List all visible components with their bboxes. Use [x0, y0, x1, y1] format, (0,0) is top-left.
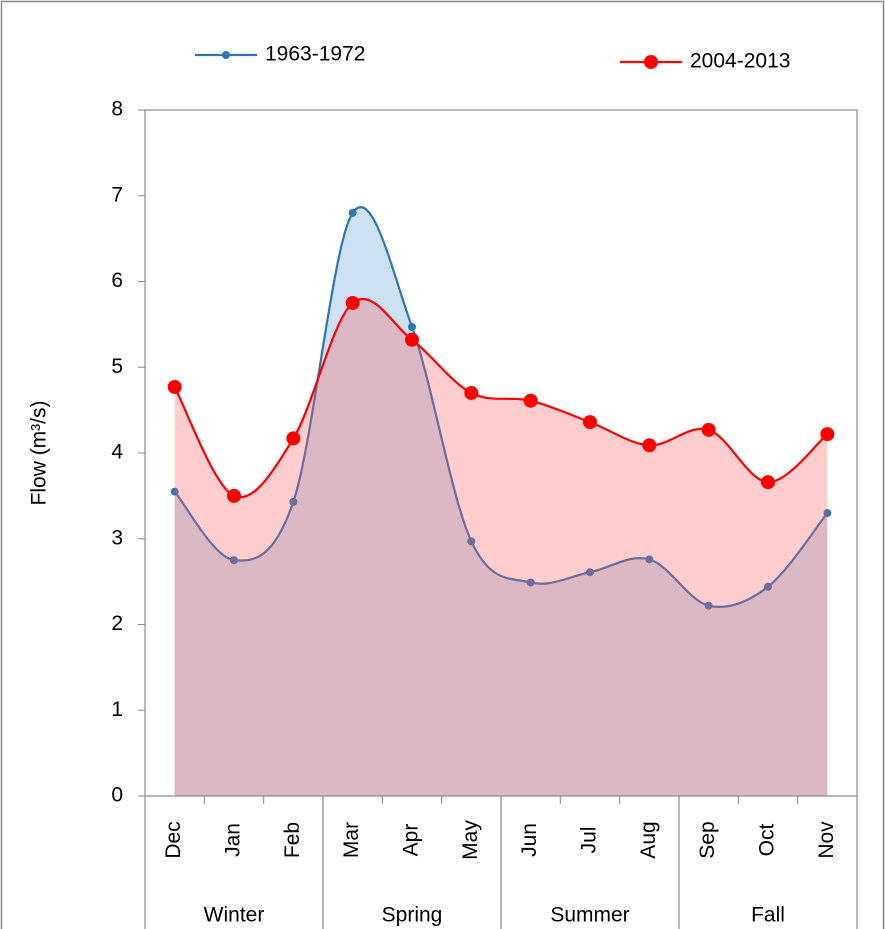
- group-label: Spring: [382, 904, 443, 927]
- marker: [526, 578, 535, 587]
- marker: [345, 295, 360, 310]
- x-tick-label: May: [459, 820, 482, 860]
- marker: [348, 208, 357, 217]
- marker: [170, 487, 179, 496]
- marker: [820, 427, 835, 442]
- y-tick-label: 5: [111, 355, 123, 378]
- marker: [167, 379, 182, 394]
- x-tick-label: Aug: [637, 821, 660, 858]
- x-tick-label: Jan: [222, 823, 245, 857]
- marker: [405, 332, 419, 347]
- x-tick-label: Jul: [578, 827, 601, 854]
- legend-label: 2004-2013: [690, 50, 790, 73]
- group-label: Fall: [751, 904, 785, 927]
- y-tick-label: 8: [111, 98, 123, 121]
- x-tick-label: Sep: [696, 821, 719, 858]
- y-tick-label: 4: [111, 441, 123, 464]
- area: [174, 298, 828, 796]
- marker: [464, 385, 479, 400]
- group-label: Winter: [204, 904, 265, 927]
- area: [174, 207, 828, 796]
- y-tick-label: 2: [111, 612, 123, 635]
- x-tick-label: Jun: [518, 823, 541, 857]
- y-tick-label: 6: [111, 269, 123, 292]
- legend-label: 1963-1972: [265, 43, 365, 66]
- legend-marker: [222, 51, 230, 59]
- marker: [642, 438, 657, 453]
- legend-marker: [644, 55, 658, 69]
- marker: [523, 393, 538, 408]
- marker: [286, 431, 301, 446]
- marker: [645, 555, 654, 564]
- y-tick-label: 7: [111, 183, 123, 206]
- x-tick-label: Dec: [162, 821, 185, 858]
- x-tick-label: Feb: [281, 822, 304, 858]
- marker: [289, 497, 298, 506]
- marker: [467, 537, 476, 546]
- marker: [408, 322, 416, 331]
- marker: [823, 509, 832, 518]
- marker: [701, 422, 716, 437]
- x-tick-label: Oct: [756, 824, 779, 857]
- marker: [704, 601, 713, 610]
- y-axis-label: Flow (m³/s): [28, 401, 51, 506]
- y-tick-label: 3: [111, 526, 123, 549]
- x-tick-label: Mar: [340, 822, 363, 858]
- marker: [586, 568, 594, 577]
- marker: [230, 556, 238, 565]
- marker: [761, 475, 775, 490]
- marker: [227, 488, 241, 503]
- group-label: Summer: [550, 904, 629, 927]
- marker: [583, 415, 597, 430]
- y-tick-label: 1: [111, 698, 123, 721]
- marker: [764, 582, 772, 591]
- y-tick-label: 0: [111, 784, 123, 807]
- x-tick-label: Apr: [400, 824, 423, 857]
- x-tick-label: Nov: [815, 821, 838, 859]
